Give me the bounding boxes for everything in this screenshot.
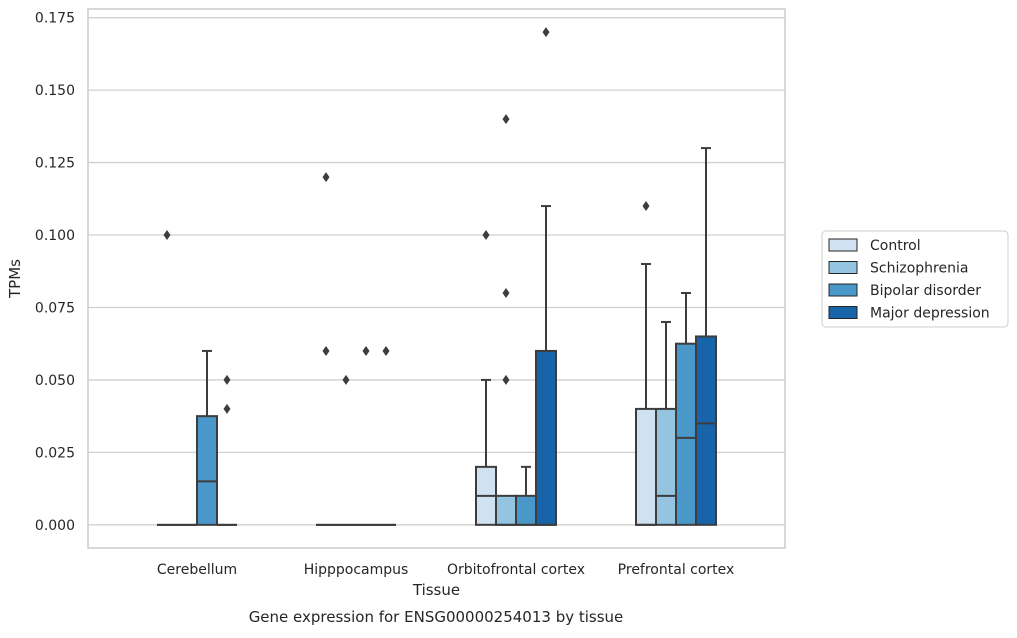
y-tick-label: 0.175 — [35, 11, 75, 27]
box-body — [675, 342, 697, 526]
box-body — [495, 494, 517, 526]
legend-label: Bipolar disorder — [870, 283, 981, 299]
chart-caption: Gene expression for ENSG00000254013 by t… — [249, 608, 624, 626]
outlier-point — [642, 201, 650, 212]
y-axis-ticks: 0.000 0.025 0.050 0.075 0.100 0.125 0.150 0.175 — [35, 11, 75, 534]
y-tick-label: 0.125 — [35, 156, 75, 172]
box-3-1 — [655, 320, 677, 526]
box-0-2 — [196, 349, 218, 526]
legend-swatch — [828, 306, 858, 319]
y-tick-label: 0.150 — [35, 83, 75, 99]
legend-swatch — [828, 261, 858, 274]
outlier-point — [322, 172, 330, 183]
legend-swatch — [828, 283, 858, 297]
outlier-point — [502, 114, 510, 125]
legend: Control Schizophrenia Bipolar disorder Majo… — [821, 230, 1009, 328]
legend-label: Schizophrenia — [870, 261, 968, 277]
box-1-0 — [316, 172, 336, 526]
legend-label: Major depression — [870, 306, 990, 322]
legend-frame — [821, 230, 1009, 328]
box-3-2 — [675, 291, 697, 526]
legend-swatch — [828, 238, 858, 252]
outlier-point — [362, 345, 370, 356]
outlier-point — [342, 374, 350, 385]
box-1-3 — [376, 345, 396, 526]
outlier-point — [223, 403, 231, 414]
outlier-point — [163, 230, 171, 241]
outlier-point — [482, 230, 490, 241]
box-body — [535, 349, 557, 526]
box-1-1 — [336, 374, 356, 526]
x-axis-ticks: Cerebellum Hipppocampus Orbitofrontal cort… — [157, 562, 734, 578]
x-tick-label: Orbitofrontal cortex — [447, 562, 585, 578]
box-body — [655, 407, 677, 526]
outlier-point — [382, 345, 390, 356]
box-body — [635, 407, 657, 526]
box-1-2 — [356, 345, 376, 526]
x-tick-label: Prefrontal cortex — [618, 562, 735, 578]
box-3-3 — [695, 147, 717, 526]
box-0-0 — [157, 230, 177, 526]
outlier-point — [542, 27, 550, 38]
x-axis-label: Tissue — [412, 581, 460, 599]
y-tick-label: 0.075 — [35, 300, 75, 316]
y-tick-label: 0.050 — [35, 373, 75, 389]
outlier-point — [322, 345, 330, 356]
y-tick-label: 0.025 — [35, 445, 75, 461]
plot-area-frame — [87, 8, 786, 549]
box-2-2 — [515, 465, 537, 526]
x-tick-label: Cerebellum — [157, 562, 237, 578]
box-body — [515, 494, 537, 526]
outlier-point — [502, 374, 510, 385]
outlier-point — [502, 287, 510, 298]
box-2-1 — [495, 114, 517, 526]
box-body — [196, 415, 218, 526]
box-body — [695, 335, 717, 526]
y-tick-label: 0.100 — [35, 228, 75, 244]
box-series-layer — [157, 27, 717, 526]
legend-label: Control — [870, 238, 921, 254]
box-2-3 — [535, 27, 557, 526]
y-tick-label: 0.000 — [35, 518, 75, 534]
outlier-point — [223, 374, 231, 385]
x-tick-label: Hipppocampus — [304, 562, 409, 578]
y-axis-label: TPMs — [6, 259, 24, 299]
box-0-3 — [217, 374, 237, 526]
box-2-0 — [475, 230, 497, 526]
box-3-0 — [635, 201, 657, 526]
